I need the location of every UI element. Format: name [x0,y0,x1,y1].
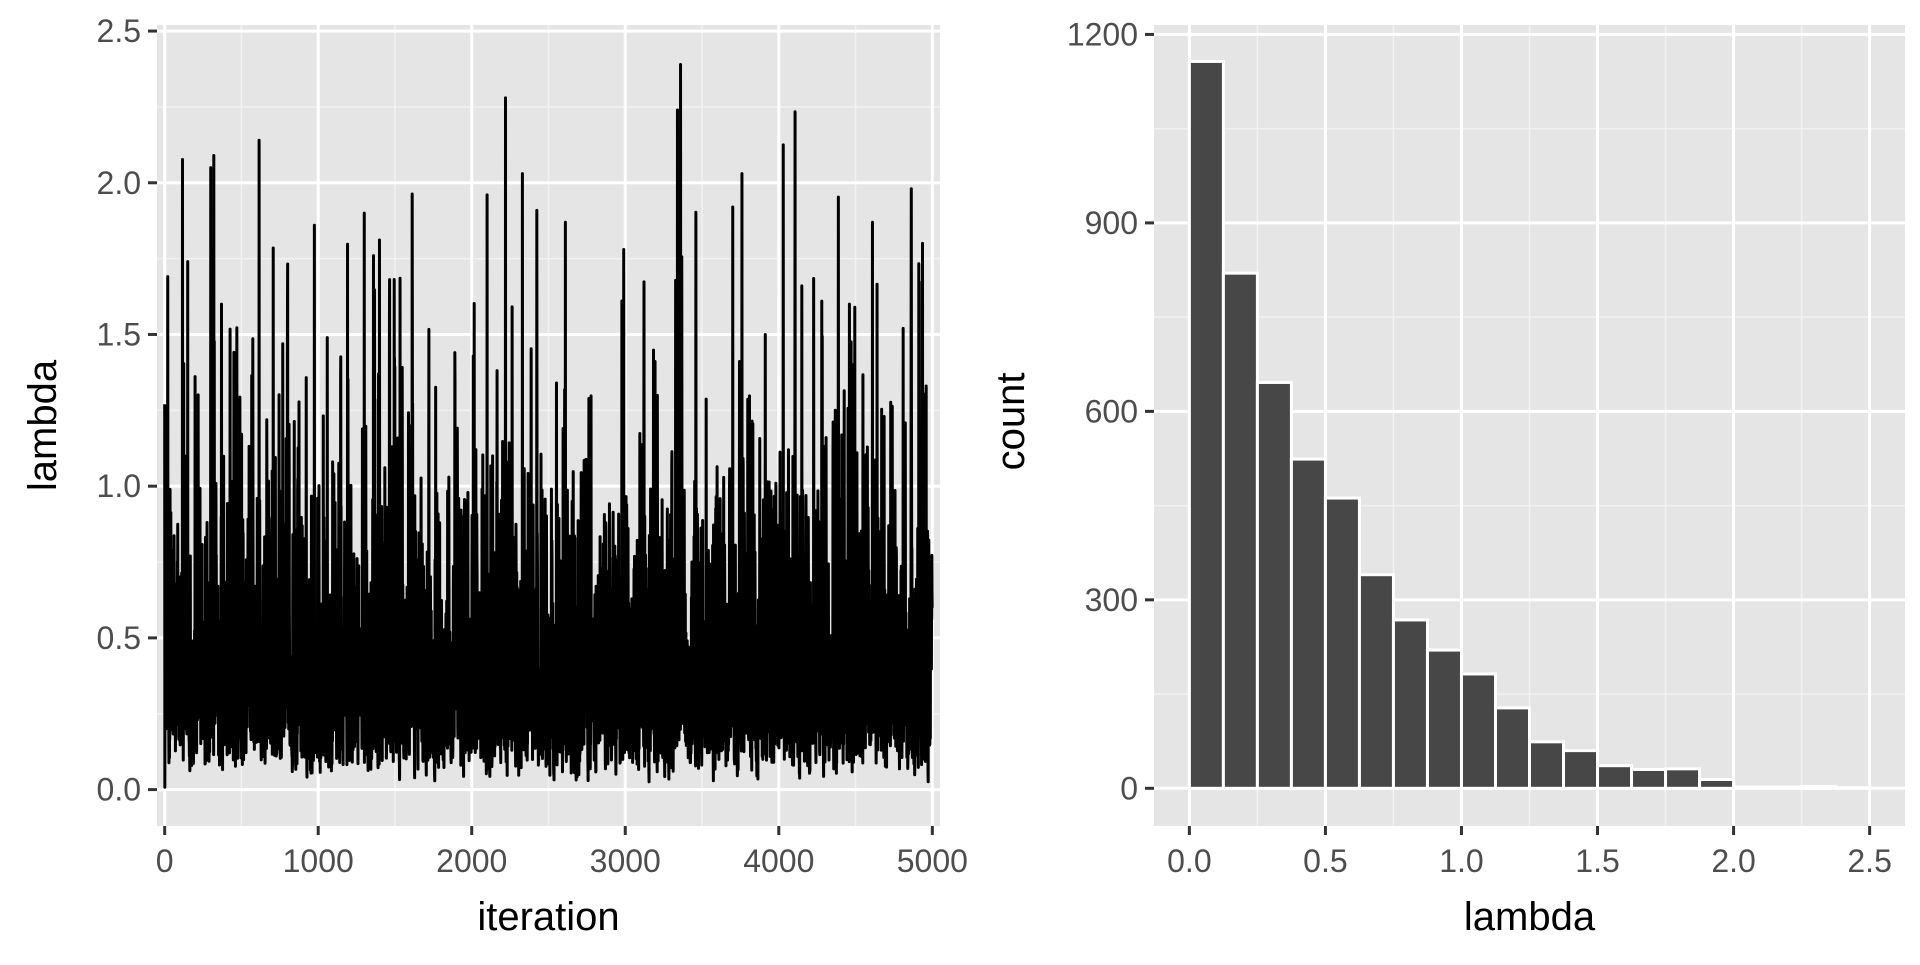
histogram-x-tick-label: 0.5 [1303,843,1347,879]
histogram-x-tick-label: 0.0 [1167,843,1211,879]
histogram-bar [1528,740,1566,790]
histogram-y-tick-label: 300 [1085,582,1138,618]
histogram-bar [1289,457,1327,790]
trace-x-tick-label: 0 [156,843,174,879]
histogram-bar [1732,785,1770,790]
histogram-bar [1221,271,1259,790]
histogram-bar [1596,764,1634,790]
histogram-x-tick-label: 1.0 [1439,843,1483,879]
trace-line-series [163,62,934,789]
trace-x-tick-label: 4000 [743,843,814,879]
histogram-bar [1255,380,1293,790]
histogram-bar [1766,785,1804,790]
histogram-x-tick-label: 1.5 [1575,843,1619,879]
histogram-bar [1187,59,1225,790]
histogram-y-tick-label: 600 [1085,393,1138,429]
histogram-bar [1357,573,1395,790]
histogram-y-tick-label: 1200 [1067,16,1138,52]
trace-x-tick-label: 5000 [897,843,968,879]
histogram-bar [1459,672,1497,790]
trace-y-axis-title: lambda [21,359,65,491]
trace-x-tick-label: 2000 [436,843,507,879]
histogram-x-tick-label: 2.0 [1711,843,1755,879]
histogram-y-tick-label: 900 [1085,205,1138,241]
histogram-x-axis-title: lambda [1464,895,1596,939]
histogram-bar [1425,648,1463,790]
histogram-bar [1493,706,1531,790]
histogram-bar [1800,784,1838,790]
trace-y-tick-label: 2.0 [97,165,141,201]
histogram-x-tick-label: 2.5 [1847,843,1891,879]
trace-y-tick-label: 0.0 [97,772,141,808]
trace-y-tick-label: 0.5 [97,620,141,656]
histogram-bar [1391,618,1429,790]
histogram-y-tick-label: 0 [1120,770,1138,806]
histogram-bar [1664,767,1702,790]
trace-y-tick-label: 1.5 [97,316,141,352]
histogram-bar [1562,749,1600,790]
trace-y-tick-label: 1.0 [97,468,141,504]
trace-plot-panel: 0 1000 2000 3000 4000 50000.00.51.01.52.02.5 … [21,13,968,939]
trace-plot-axes: 0 1000 2000 3000 4000 5000 0.0 0.5 1.0 1.5 2.0 2.5 [97,13,968,879]
trace-x-tick-label: 3000 [590,843,661,879]
histogram-axes: 0.0 0.5 1.0 1.5 2.0 2.5 0 300 600 900 1200 [1067,16,1892,879]
trace-x-tick-label: 1000 [283,843,354,879]
histogram-bar [1834,786,1872,790]
trace-y-tick-label: 2.5 [97,13,141,49]
histogram-bars [1187,59,1872,790]
histogram-y-axis-title: count [989,373,1033,471]
histogram-bar [1323,496,1361,790]
trace-x-axis-title: iteration [477,895,619,939]
histogram-bar [1630,767,1668,790]
histogram-bar [1698,778,1736,790]
